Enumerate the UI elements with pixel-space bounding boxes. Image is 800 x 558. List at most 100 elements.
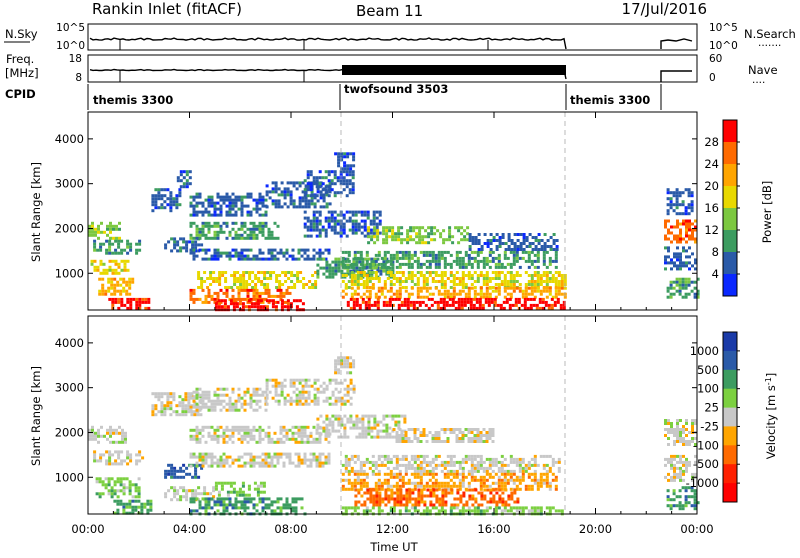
heatmap-cell <box>238 432 241 435</box>
heatmap-cell <box>426 473 429 476</box>
heatmap-cell <box>218 283 221 286</box>
heatmap-cell <box>523 248 526 251</box>
heatmap-cell <box>366 458 369 461</box>
heatmap-cell <box>199 413 202 416</box>
heatmap-cell <box>459 428 462 431</box>
heatmap-cell <box>664 226 667 229</box>
heatmap-cell <box>275 305 278 308</box>
heatmap-cell <box>354 274 357 277</box>
heatmap-cell <box>499 242 502 245</box>
heatmap-cell <box>123 459 126 462</box>
heatmap-cell <box>223 199 226 202</box>
heatmap-cell <box>351 293 354 296</box>
heatmap-cell <box>319 459 322 462</box>
heatmap-cell <box>414 260 417 263</box>
heatmap-cell <box>405 431 408 434</box>
heatmap-cell <box>302 391 305 394</box>
heatmap-cell <box>468 458 471 461</box>
heatmap-cell <box>200 492 203 495</box>
heatmap-cell <box>196 509 199 512</box>
heatmap-cell <box>400 241 403 244</box>
heatmap-cell <box>394 238 397 241</box>
heatmap-cell <box>360 464 363 467</box>
heatmap-cell <box>117 480 120 483</box>
heatmap-cell <box>242 305 245 308</box>
heatmap-cell <box>296 379 299 382</box>
heatmap-cell <box>173 470 176 473</box>
heatmap-cell <box>232 202 235 205</box>
heatmap-cell <box>211 298 214 301</box>
heatmap-cell <box>129 486 132 489</box>
colorbar-swatch <box>723 186 737 209</box>
heatmap-cell <box>203 486 206 489</box>
heatmap-cell <box>122 509 125 512</box>
heatmap-cell <box>558 283 561 286</box>
heatmap-cell <box>179 246 182 249</box>
heatmap-cell <box>372 287 375 290</box>
heatmap-cell <box>313 453 316 456</box>
heatmap-cell <box>108 480 111 483</box>
heatmap-cell <box>402 286 405 289</box>
heatmap-cell <box>322 465 325 468</box>
heatmap-cell <box>287 299 290 302</box>
heatmap-cell <box>280 441 283 444</box>
heatmap-cell <box>266 190 269 193</box>
heatmap-cell <box>191 476 194 479</box>
heatmap-cell <box>272 385 275 388</box>
heatmap-cell <box>526 245 529 248</box>
heatmap-cell <box>365 304 368 307</box>
heatmap-cell <box>245 283 248 286</box>
heatmap-cell <box>444 286 447 289</box>
heatmap-cell <box>253 388 256 391</box>
heatmap-cell <box>664 235 667 238</box>
heatmap-cell <box>387 495 390 498</box>
heatmap-cell <box>429 251 432 254</box>
heatmap-cell <box>295 497 298 500</box>
heatmap-cell <box>688 235 691 238</box>
heatmap-cell <box>232 441 235 444</box>
heatmap-cell <box>688 293 691 296</box>
heatmap-cell <box>217 509 220 512</box>
heatmap-cell <box>393 492 396 495</box>
heatmap-cell <box>97 432 100 435</box>
heatmap-cell <box>290 199 293 202</box>
heatmap-cell <box>99 495 102 498</box>
heatmap-cell <box>390 476 393 479</box>
heatmap-cell <box>278 394 281 397</box>
heatmap-cell <box>364 220 367 223</box>
heatmap-cell <box>125 290 128 293</box>
heatmap-cell <box>322 453 325 456</box>
heatmap-cell <box>546 280 549 283</box>
heatmap-cell <box>166 188 169 191</box>
heatmap-cell <box>272 305 275 308</box>
heatmap-cell <box>444 251 447 254</box>
heatmap-cell <box>191 240 194 243</box>
heatmap-cell <box>449 298 452 301</box>
heatmap-cell <box>223 222 226 225</box>
heatmap-cell <box>510 283 513 286</box>
heatmap-cell <box>250 237 253 240</box>
heatmap-cell <box>217 438 220 441</box>
heatmap-cell <box>670 296 673 299</box>
heatmap-cell <box>322 226 325 229</box>
heatmap-cell <box>420 287 423 290</box>
heatmap-cell <box>208 301 211 304</box>
heatmap-cell <box>280 497 283 500</box>
heatmap-cell <box>558 458 561 461</box>
heatmap-cell <box>167 473 170 476</box>
heatmap-cell <box>459 501 462 504</box>
heatmap-cell <box>417 458 420 461</box>
heatmap-cell <box>471 473 474 476</box>
heatmap-cell <box>302 199 305 202</box>
heatmap-cell <box>272 187 275 190</box>
heatmap-cell <box>202 211 205 214</box>
heatmap-cell <box>417 498 420 501</box>
heatmap-cell <box>147 301 150 304</box>
heatmap-cell <box>112 272 115 275</box>
heatmap-cell <box>328 185 331 188</box>
heatmap-cell <box>220 199 223 202</box>
heatmap-cell <box>356 301 359 304</box>
heatmap-cell <box>348 280 351 283</box>
heatmap-cell <box>550 245 553 248</box>
heatmap-cell <box>435 434 438 437</box>
